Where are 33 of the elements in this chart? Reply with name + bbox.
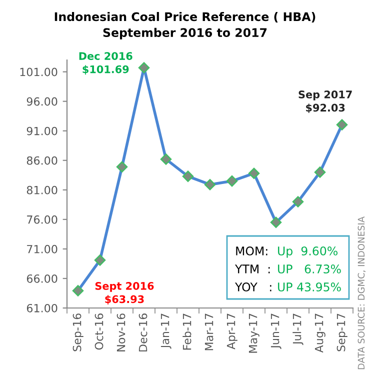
y-tick-label: 96.00 [26,97,58,106]
y-tick-label: 76.00 [27,215,58,224]
annotation: YTM : [234,264,270,274]
x-tick-label: Mar-17 [204,314,214,350]
x-tick-label: Jul-17 [292,314,304,345]
x-tick-label: Oct-16 [94,314,104,350]
chart-title: Indonesian Coal Price Reference ( HBA) September 2016 to 2017 [54,12,316,40]
annotation: UP 6.73% [278,264,341,274]
annotation: MOM: [236,246,268,256]
x-tick-label: Sep-17 [336,314,348,352]
annotation: Sept 2016 $63.93 [95,282,154,305]
annotation: Up 9.60% [278,246,338,258]
x-tick-label: May-17 [248,314,260,353]
y-tick-label: 61.00 [26,304,58,312]
source-note: DATA SOURCE: DGMC, INDONESIA [358,216,366,370]
y-tick-label: 101.00 [20,68,58,76]
annotation: UP 43.95% [278,282,341,292]
x-tick-label: Apr-17 [226,314,238,350]
y-tick-label: 86.00 [26,156,58,165]
annotation: Sep 2017 $92.03 [298,90,352,114]
x-tick-label: Jan-17 [160,314,172,349]
y-tick-label: 81.00 [26,186,58,194]
x-tick-label: Nov-16 [116,314,126,352]
y-tick-label: 71.00 [27,244,58,254]
annotation: Dec 2016 $101.69 [79,52,132,75]
x-tick-label: Jun-17 [270,314,282,349]
x-tick-label: Aug-17 [314,314,326,353]
x-tick-label: Sep-16 [72,314,84,352]
y-tick-label: 66.00 [26,274,58,283]
annotation: YOY : [234,282,272,292]
x-tick-label: Dec-16 [138,314,148,352]
y-tick-label: 91.00 [26,126,58,136]
x-tick-label: Feb-17 [182,314,192,350]
